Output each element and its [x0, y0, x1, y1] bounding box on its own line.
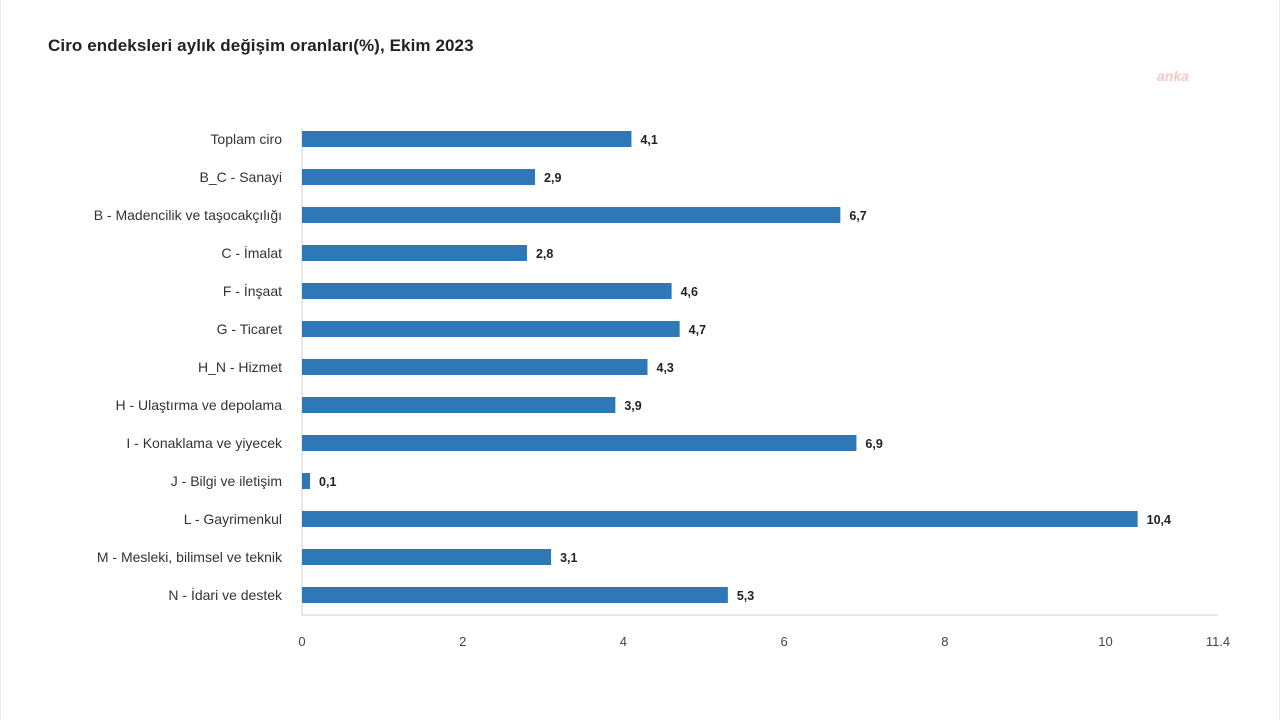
x-tick-label: 2	[459, 634, 466, 649]
category-label: B_C - Sanayi	[200, 169, 282, 185]
value-label: 4,3	[657, 361, 674, 375]
chart-title: Ciro endeksleri aylık değişim oranları(%…	[48, 36, 474, 55]
bar	[302, 207, 841, 223]
value-label: 6,9	[865, 437, 882, 451]
bar	[302, 435, 857, 451]
x-tick-label: 8	[941, 634, 948, 649]
category-label: J - Bilgi ve iletişim	[171, 473, 282, 489]
x-tick-label: 11.4	[1206, 634, 1230, 649]
value-label: 5,3	[737, 589, 754, 603]
x-tick-label: 0	[298, 634, 305, 649]
value-label: 10,4	[1147, 513, 1171, 527]
value-label: 4,6	[681, 285, 698, 299]
bar	[302, 397, 616, 413]
category-label: H - Ulaştırma ve depolama	[115, 397, 282, 413]
bar	[302, 169, 536, 185]
bar	[302, 283, 672, 299]
bar	[302, 587, 728, 603]
x-tick-label: 6	[780, 634, 787, 649]
category-label: G - Ticaret	[217, 321, 282, 337]
bar	[302, 131, 632, 147]
category-label: F - İnşaat	[223, 282, 282, 299]
category-label: C - İmalat	[221, 244, 282, 261]
x-tick-label: 10	[1098, 634, 1112, 649]
value-label: 4,7	[689, 323, 706, 337]
category-label: N - İdari ve destek	[168, 586, 283, 603]
value-label: 6,7	[849, 209, 866, 223]
category-label: L - Gayrimenkul	[184, 511, 282, 527]
value-label: 0,1	[319, 475, 336, 489]
value-label: 4,1	[640, 133, 657, 147]
category-label: I - Konaklama ve yiyecek	[126, 435, 283, 451]
value-label: 3,1	[560, 551, 577, 565]
bar	[302, 549, 552, 565]
category-label: M - Mesleki, bilimsel ve teknik	[97, 549, 283, 565]
bar	[302, 245, 527, 261]
bar	[302, 321, 680, 337]
x-tick-label: 4	[620, 634, 627, 649]
value-label: 2,8	[536, 247, 553, 261]
value-label: 3,9	[624, 399, 641, 413]
category-label: H_N - Hizmet	[198, 359, 282, 375]
bar	[302, 473, 311, 489]
watermark-logo: anka	[1157, 68, 1189, 84]
category-label: Toplam ciro	[210, 131, 282, 147]
bar	[302, 511, 1138, 527]
category-label: B - Madencilik ve taşocakçılığı	[94, 207, 282, 223]
bar	[302, 359, 648, 375]
value-label: 2,9	[544, 171, 561, 185]
